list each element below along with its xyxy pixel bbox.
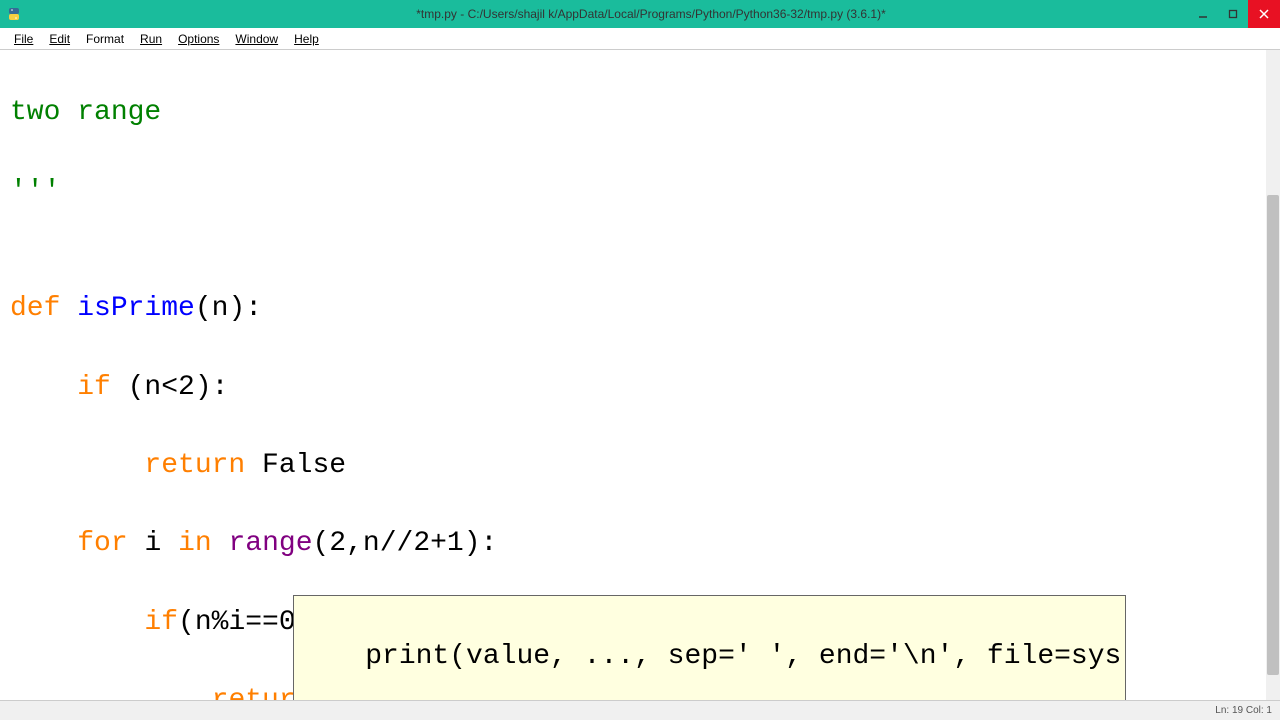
code-line: for i in range(2,n//2+1):	[10, 524, 1270, 563]
window-controls	[1188, 0, 1280, 28]
code-line: two range	[10, 93, 1270, 132]
code-line: def isPrime(n):	[10, 289, 1270, 328]
calltip-tooltip: print(value, ..., sep=' ', end='\n', fil…	[293, 595, 1126, 700]
menubar: File Edit Format Run Options Window Help	[0, 28, 1280, 50]
window-title: *tmp.py - C:/Users/shajil k/AppData/Loca…	[26, 7, 1276, 21]
maximize-button[interactable]	[1218, 0, 1248, 28]
menu-file[interactable]: File	[6, 30, 41, 48]
menu-options[interactable]: Options	[170, 30, 227, 48]
close-button[interactable]	[1248, 0, 1280, 28]
code-line: '''	[10, 172, 1270, 211]
menu-format[interactable]: Format	[78, 30, 132, 48]
menu-run[interactable]: Run	[132, 30, 170, 48]
cursor-position: Ln: 19 Col: 1	[1215, 705, 1272, 716]
statusbar: Ln: 19 Col: 1	[0, 700, 1280, 720]
scrollbar-thumb[interactable]	[1267, 195, 1279, 675]
code-editor[interactable]: two range ''' def isPrime(n): if (n<2): …	[0, 50, 1280, 700]
minimize-button[interactable]	[1188, 0, 1218, 28]
code-line: return False	[10, 446, 1270, 485]
menu-edit[interactable]: Edit	[41, 30, 78, 48]
menu-window[interactable]: Window	[227, 30, 286, 48]
menu-help[interactable]: Help	[286, 30, 327, 48]
code-line: if (n<2):	[10, 368, 1270, 407]
python-idle-icon	[6, 6, 22, 22]
vertical-scrollbar[interactable]	[1266, 50, 1280, 700]
titlebar: *tmp.py - C:/Users/shajil k/AppData/Loca…	[0, 0, 1280, 28]
calltip-text: print(value, ..., sep=' ', end='\n', fil…	[365, 641, 1121, 672]
